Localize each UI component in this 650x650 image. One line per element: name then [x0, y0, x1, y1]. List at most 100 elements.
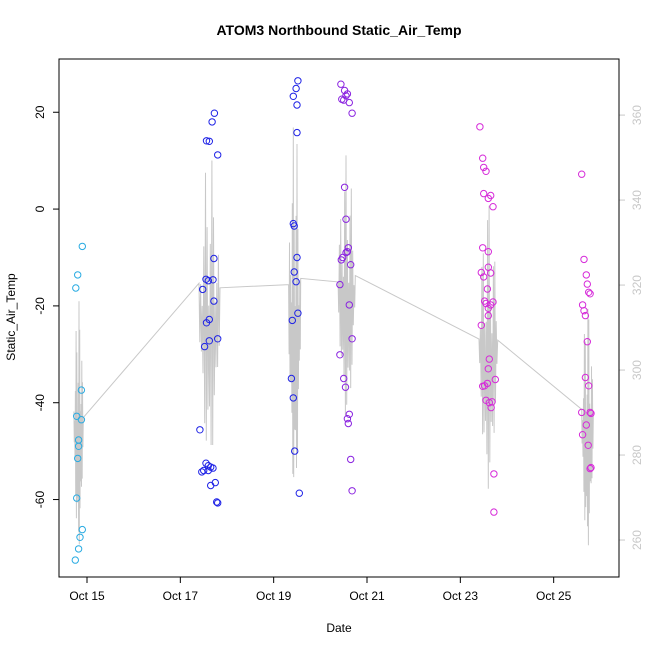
x-tick-label: Oct 17 — [163, 589, 199, 603]
data-point — [583, 338, 591, 346]
data-point — [78, 525, 87, 534]
data-point — [348, 335, 356, 343]
data-point — [214, 499, 222, 507]
y-axis-label: Static_Air_Temp — [4, 273, 18, 361]
data-point — [343, 248, 352, 256]
data-point — [345, 98, 353, 107]
data-point — [484, 311, 492, 320]
data-point — [485, 355, 493, 363]
data-point — [482, 167, 490, 176]
data-point — [578, 408, 586, 417]
data-point — [77, 416, 86, 424]
data-point — [289, 394, 297, 402]
data-point — [477, 321, 485, 329]
data-point — [587, 463, 595, 472]
data-point — [489, 203, 497, 211]
data-point — [480, 189, 488, 198]
data-point — [476, 123, 484, 131]
data-point — [341, 383, 350, 391]
data-points — [71, 77, 595, 564]
data-point — [295, 489, 303, 497]
data-point — [340, 374, 348, 383]
data-point — [489, 298, 497, 306]
data-point — [342, 215, 350, 223]
data-point — [77, 386, 86, 394]
data-point — [479, 244, 487, 252]
data-point — [74, 454, 82, 463]
data-point — [291, 447, 299, 455]
data-point — [584, 441, 592, 449]
data-point — [72, 284, 80, 292]
y-tick-label: -20 — [33, 297, 47, 315]
data-point — [292, 84, 300, 93]
data-point — [345, 301, 353, 309]
data-point — [214, 151, 222, 159]
data-point — [480, 273, 488, 281]
data-point — [580, 255, 588, 264]
data-point — [491, 375, 499, 384]
data-point — [204, 277, 213, 285]
data-point — [586, 290, 594, 298]
data-point — [210, 254, 218, 263]
data-point — [196, 426, 204, 434]
data-point — [336, 351, 344, 359]
y-tick-label: -60 — [33, 491, 47, 509]
data-point — [582, 421, 590, 429]
x-tick-label: Oct 19 — [256, 589, 292, 603]
data-point — [477, 268, 485, 277]
data-point — [582, 271, 590, 279]
data-point — [490, 470, 498, 478]
data-point — [340, 86, 349, 95]
x-axis-label: Date — [326, 621, 352, 635]
y2-tick-label: 260 — [630, 530, 644, 550]
data-point — [202, 137, 211, 145]
data-point — [76, 533, 84, 541]
data-point — [210, 297, 218, 305]
data-point — [202, 459, 210, 467]
data-point — [480, 163, 488, 172]
data-point — [342, 92, 350, 100]
y-tick-label: 0 — [33, 205, 47, 212]
data-point — [199, 285, 207, 294]
data-point — [581, 311, 590, 320]
data-point — [344, 419, 352, 428]
data-point — [293, 101, 301, 109]
data-point — [483, 285, 492, 293]
y-axis: -60 -40 -20 0 20 — [33, 105, 59, 508]
data-point — [578, 431, 587, 439]
data-point — [209, 276, 217, 284]
data-point — [337, 80, 345, 88]
data-point — [580, 307, 588, 315]
data-point — [210, 109, 219, 117]
x-tick-label: Oct 15 — [69, 589, 105, 603]
data-point — [290, 268, 298, 276]
chart-title: ATOM3 Northbound Static_Air_Temp — [216, 22, 461, 38]
data-point — [294, 77, 302, 85]
data-point — [207, 481, 215, 490]
data-point — [204, 466, 213, 475]
data-point — [200, 342, 209, 351]
data-point — [347, 261, 355, 269]
data-point — [288, 316, 296, 325]
data-point — [74, 271, 82, 279]
x-tick-label: Oct 21 — [349, 589, 385, 603]
data-point — [74, 436, 83, 444]
data-point — [484, 248, 492, 256]
data-point — [200, 466, 208, 475]
data-point — [205, 315, 214, 324]
data-point — [214, 335, 222, 343]
data-point — [293, 128, 301, 137]
x-axis: Oct 15 Oct 17 Oct 19 Oct 21 Oct 23 Oct 25 — [69, 577, 572, 603]
data-point — [345, 410, 353, 418]
y-tick-label: -40 — [33, 394, 47, 412]
data-point — [490, 508, 498, 516]
y-tick-label: 20 — [33, 105, 47, 119]
data-point — [293, 253, 301, 262]
data-point — [587, 409, 595, 418]
secondary-axis-line — [73, 127, 594, 546]
data-point — [484, 365, 492, 373]
data-point — [482, 299, 490, 308]
data-point — [73, 412, 81, 420]
data-point — [585, 382, 593, 390]
y2-tick-label: 280 — [630, 445, 644, 465]
